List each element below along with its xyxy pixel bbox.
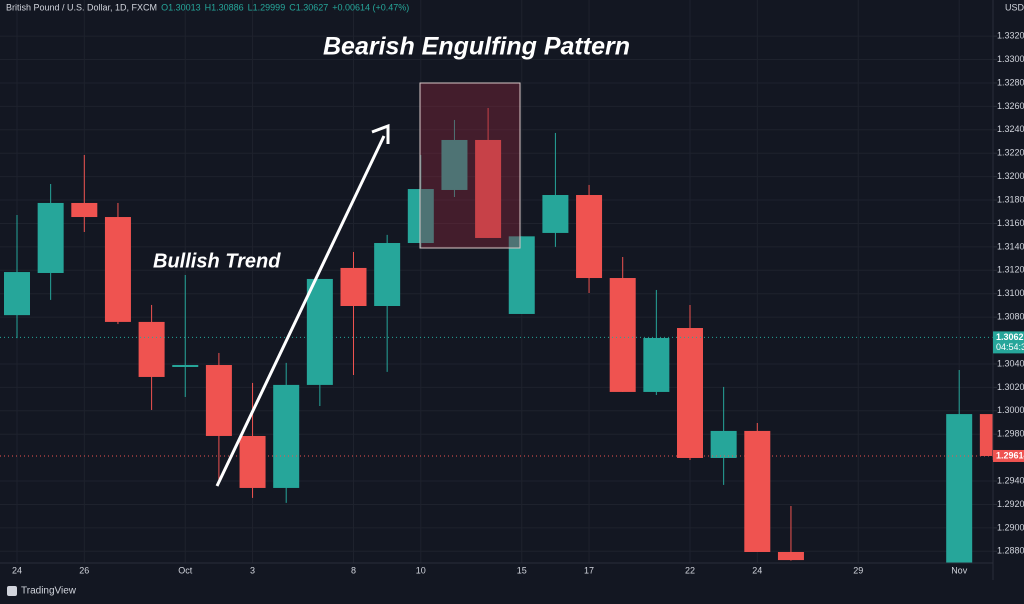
- candle-body: [407, 189, 434, 244]
- candle-body: [677, 328, 703, 458]
- pattern-highlight: [419, 82, 521, 249]
- candle-body: [643, 337, 670, 392]
- candle-body: [4, 272, 30, 316]
- x-tick-label: 8: [351, 565, 356, 575]
- x-tick-label: 24: [12, 565, 22, 575]
- header-text: +0.00614 (+0.47%): [332, 2, 409, 12]
- y-tick-label: 1.31000: [997, 288, 1024, 298]
- x-tick-label: Nov: [951, 565, 968, 575]
- candle-body: [138, 321, 165, 377]
- currency-label: USD: [1005, 2, 1024, 12]
- candle-body: [71, 202, 98, 218]
- candle-body: [306, 278, 333, 385]
- price-tag-note: 04:54:3: [996, 342, 1024, 352]
- y-tick-label: 1.30200: [997, 382, 1024, 392]
- price-tag: [993, 331, 1024, 354]
- candle-body: [239, 435, 266, 488]
- y-tick-label: 1.31400: [997, 241, 1024, 251]
- candle-body: [508, 236, 535, 314]
- y-tick-label: 1.31200: [997, 265, 1024, 275]
- y-tick-label: 1.33200: [997, 31, 1024, 41]
- y-tick-label: 1.29200: [997, 499, 1024, 509]
- candle-body: [710, 430, 737, 458]
- trend-arrow: [215, 135, 386, 487]
- y-tick-label: 1.32000: [997, 171, 1024, 181]
- candles: [0, 108, 993, 563]
- candle-body: [946, 414, 973, 563]
- y-tick-label: 1.32600: [997, 101, 1024, 111]
- x-tick-label: Oct: [178, 565, 193, 575]
- candle-body: [340, 267, 367, 307]
- candle-body: [205, 365, 232, 436]
- brand-logo: [7, 586, 17, 596]
- y-tick-label: 1.30400: [997, 358, 1024, 368]
- price-tag-label: 1.30627: [996, 332, 1024, 342]
- candle-body: [37, 202, 64, 273]
- candle-body: [576, 195, 603, 279]
- y-tick-label: 1.29400: [997, 475, 1024, 485]
- price-tag: [993, 449, 1024, 462]
- header: British Pound / U.S. Dollar, 1D, FXCM O1.…: [6, 2, 409, 12]
- y-tick-label: 1.31800: [997, 194, 1024, 204]
- price-tag-label: 1.29614: [996, 450, 1024, 460]
- x-axis: 24 26 Oct 3 8 10 15 17 22 24 29 Nov: [12, 565, 968, 575]
- footer: [0, 580, 1024, 604]
- y-tick-label: 1.32800: [997, 77, 1024, 87]
- candle-body: [609, 278, 636, 392]
- header-text: O1.30013: [161, 2, 201, 12]
- x-tick-label: 26: [79, 565, 89, 575]
- brand-name: TradingView: [21, 586, 77, 597]
- trend-arrow-head: [371, 123, 390, 144]
- candle-body: [172, 365, 199, 368]
- candle-body: [374, 243, 401, 307]
- y-tick-label: 1.33000: [997, 54, 1024, 64]
- y-tick-label: 1.32400: [997, 124, 1024, 134]
- y-tick-label: 1.29800: [997, 429, 1024, 439]
- y-tick-label: 1.32200: [997, 148, 1024, 158]
- pattern-title: Bearish Engulfing Pattern: [323, 33, 630, 61]
- header-text: British Pound / U.S. Dollar, 1D, FXCM: [6, 2, 157, 12]
- header-text: L1.29999: [248, 2, 286, 12]
- candle-body: [475, 139, 502, 238]
- candle-body: [979, 414, 993, 456]
- candle-body: [441, 139, 468, 190]
- candle-body: [777, 551, 804, 561]
- y-tick-label: 1.31600: [997, 218, 1024, 228]
- x-tick-label: 17: [584, 565, 594, 575]
- y-tick-label: 1.30000: [997, 405, 1024, 415]
- x-tick-label: 24: [752, 565, 762, 575]
- trend-label: Bullish Trend: [153, 250, 281, 272]
- header-text: C1.30627: [289, 2, 328, 12]
- x-tick-label: 29: [853, 565, 863, 575]
- x-tick-label: 10: [416, 565, 426, 575]
- y-tick-label: 1.28800: [997, 546, 1024, 556]
- y-axis: 1.33200 1.33000 1.32800 1.32600 1.32400 1.322…: [993, 31, 1024, 556]
- y-tick-label: 1.30800: [997, 312, 1024, 322]
- x-tick-label: 15: [517, 565, 527, 575]
- x-tick-label: 22: [685, 565, 695, 575]
- candle-body: [542, 195, 569, 233]
- header-text: H1.30886: [205, 2, 244, 12]
- x-tick-label: 3: [250, 565, 255, 575]
- candle-body: [273, 384, 300, 488]
- candle-body: [744, 430, 771, 552]
- y-tick-label: 1.29000: [997, 522, 1024, 532]
- candle-body: [104, 217, 131, 322]
